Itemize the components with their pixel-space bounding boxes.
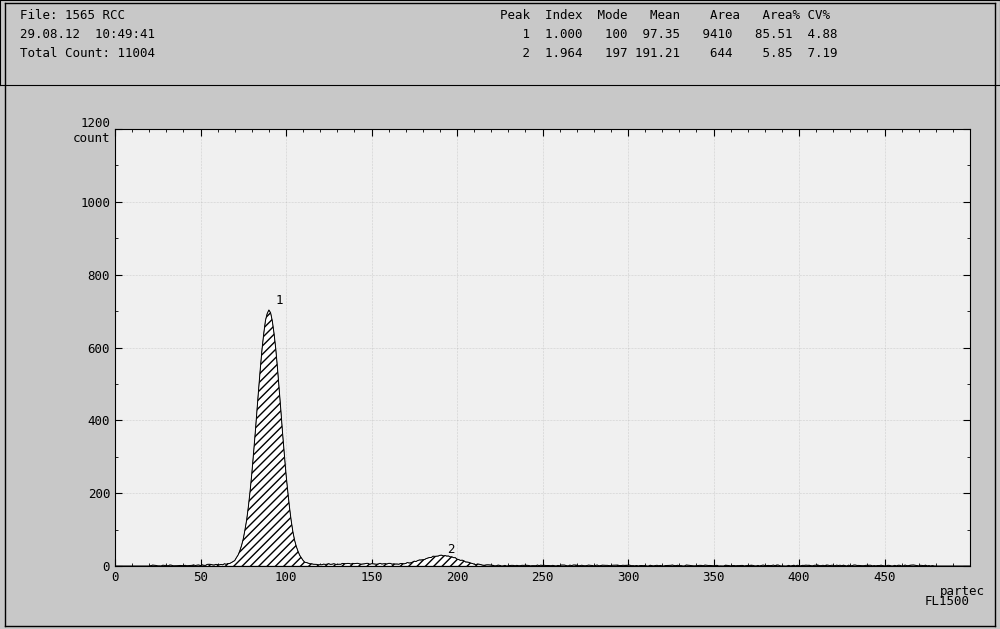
Text: 2  1.964   197 191.21    644    5.85  7.19: 2 1.964 197 191.21 644 5.85 7.19 [500,47,838,60]
Text: 1: 1 [276,294,283,307]
Text: File: 1565 RCC: File: 1565 RCC [20,9,125,23]
Text: Peak  Index  Mode   Mean    Area   Area% CV%: Peak Index Mode Mean Area Area% CV% [500,9,830,23]
Text: 1  1.000   100  97.35   9410   85.51  4.88: 1 1.000 100 97.35 9410 85.51 4.88 [500,28,838,42]
Text: Total Count: 11004: Total Count: 11004 [20,47,155,60]
Text: partec: partec [940,585,985,598]
Text: FL1500: FL1500 [925,594,970,608]
Text: 29.08.12  10:49:41: 29.08.12 10:49:41 [20,28,155,42]
Text: 2: 2 [447,543,454,556]
